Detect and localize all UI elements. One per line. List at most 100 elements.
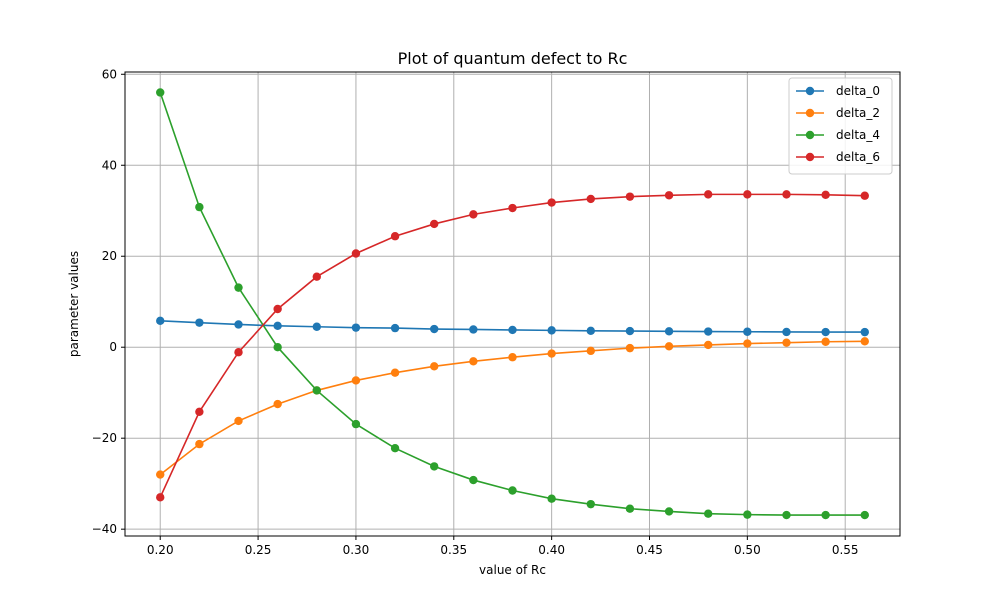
data-point: [625, 343, 635, 353]
legend-label: delta_0: [836, 84, 880, 98]
data-point: [586, 346, 595, 356]
data-point: [469, 475, 478, 485]
legend-item: delta_0: [796, 84, 880, 98]
legend: delta_0 delta_2 delta_4 delta_6: [788, 77, 893, 175]
data-point: [860, 327, 869, 337]
data-point: [156, 316, 165, 326]
data-point: [156, 470, 165, 479]
data-point: [664, 507, 674, 516]
data-point: [821, 327, 830, 337]
series-delta_4: [156, 88, 869, 520]
data-point: [390, 232, 400, 241]
data-point: [508, 203, 517, 213]
data-point: [234, 416, 243, 426]
x-tick-label: 0.25: [245, 543, 272, 557]
data-point: [156, 493, 165, 502]
data-point: [234, 283, 243, 292]
data-point: [586, 194, 595, 204]
data-point: [273, 399, 282, 409]
data-point: [312, 386, 321, 395]
y-tick-label: −20: [92, 431, 117, 445]
data-point: [273, 343, 282, 352]
data-point: [586, 499, 595, 509]
x-tick-label: 0.50: [734, 543, 761, 557]
data-point: [625, 192, 635, 201]
data-point: [508, 325, 517, 335]
legend-marker: [805, 108, 815, 118]
data-point: [743, 339, 752, 348]
data-point: [704, 190, 713, 199]
data-point: [195, 439, 204, 449]
data-point: [156, 88, 165, 97]
data-point: [664, 191, 674, 200]
data-point: [625, 326, 635, 336]
legend-marker: [805, 152, 815, 162]
data-point: [821, 337, 830, 346]
data-point: [351, 249, 361, 258]
data-point: [351, 376, 361, 385]
legend-item: delta_4: [796, 128, 880, 142]
legend-box: [788, 77, 893, 175]
data-point: [430, 362, 439, 371]
data-point: [821, 510, 830, 520]
x-tick-label: 0.55: [832, 543, 859, 557]
data-point: [782, 190, 791, 199]
data-point: [704, 340, 713, 350]
x-tick-label: 0.30: [343, 543, 370, 557]
y-tick-label: −40: [92, 522, 117, 536]
data-point: [860, 337, 869, 346]
data-point: [390, 444, 400, 453]
data-point: [273, 321, 282, 331]
data-point: [234, 320, 243, 329]
legend-label: delta_6: [836, 150, 880, 164]
data-point: [860, 510, 869, 520]
x-tick-label: 0.20: [147, 543, 174, 557]
x-axis-label: value of Rc: [479, 563, 546, 577]
series-delta_2: [156, 337, 869, 479]
data-point: [743, 510, 752, 519]
series-delta_0: [156, 316, 869, 337]
data-point: [234, 348, 243, 357]
data-point: [195, 318, 204, 327]
data-point: [430, 324, 439, 334]
legend-label: delta_4: [836, 128, 880, 142]
legend-marker: [805, 86, 815, 96]
data-point: [860, 191, 869, 200]
data-point: [782, 510, 791, 520]
data-point: [508, 486, 517, 495]
data-point: [430, 219, 439, 229]
data-point: [547, 494, 556, 503]
data-point: [312, 322, 321, 331]
data-point: [547, 198, 556, 207]
data-point: [782, 327, 791, 337]
chart-title: Plot of quantum defect to Rc: [398, 49, 628, 68]
data-point: [547, 349, 556, 358]
y-tick-label: 40: [102, 158, 117, 172]
legend-item: delta_2: [796, 106, 880, 120]
data-point: [508, 353, 517, 362]
y-tick-label: 0: [109, 340, 117, 354]
data-point: [664, 327, 674, 336]
data-point: [469, 210, 478, 219]
data-point: [586, 326, 595, 336]
data-point: [351, 419, 361, 429]
data-point: [195, 407, 204, 417]
data-point: [704, 509, 713, 518]
data-point: [625, 504, 635, 513]
data-point: [743, 327, 752, 336]
series-delta_6: [156, 190, 869, 502]
data-point: [782, 338, 791, 347]
series-lines: [156, 88, 869, 520]
data-point: [430, 462, 439, 471]
data-point: [469, 325, 478, 334]
legend-item: delta_6: [796, 150, 880, 164]
x-tick-label: 0.35: [440, 543, 467, 557]
data-point: [273, 304, 282, 314]
x-tick-label: 0.45: [636, 543, 663, 557]
data-point: [195, 202, 204, 212]
data-point: [312, 272, 321, 281]
data-point: [821, 190, 830, 200]
axis-ticks: 0.20 0.25 0.30 0.35 0.40 0.45 0.50 0.55 −40 −20 0 2…: [92, 67, 859, 557]
